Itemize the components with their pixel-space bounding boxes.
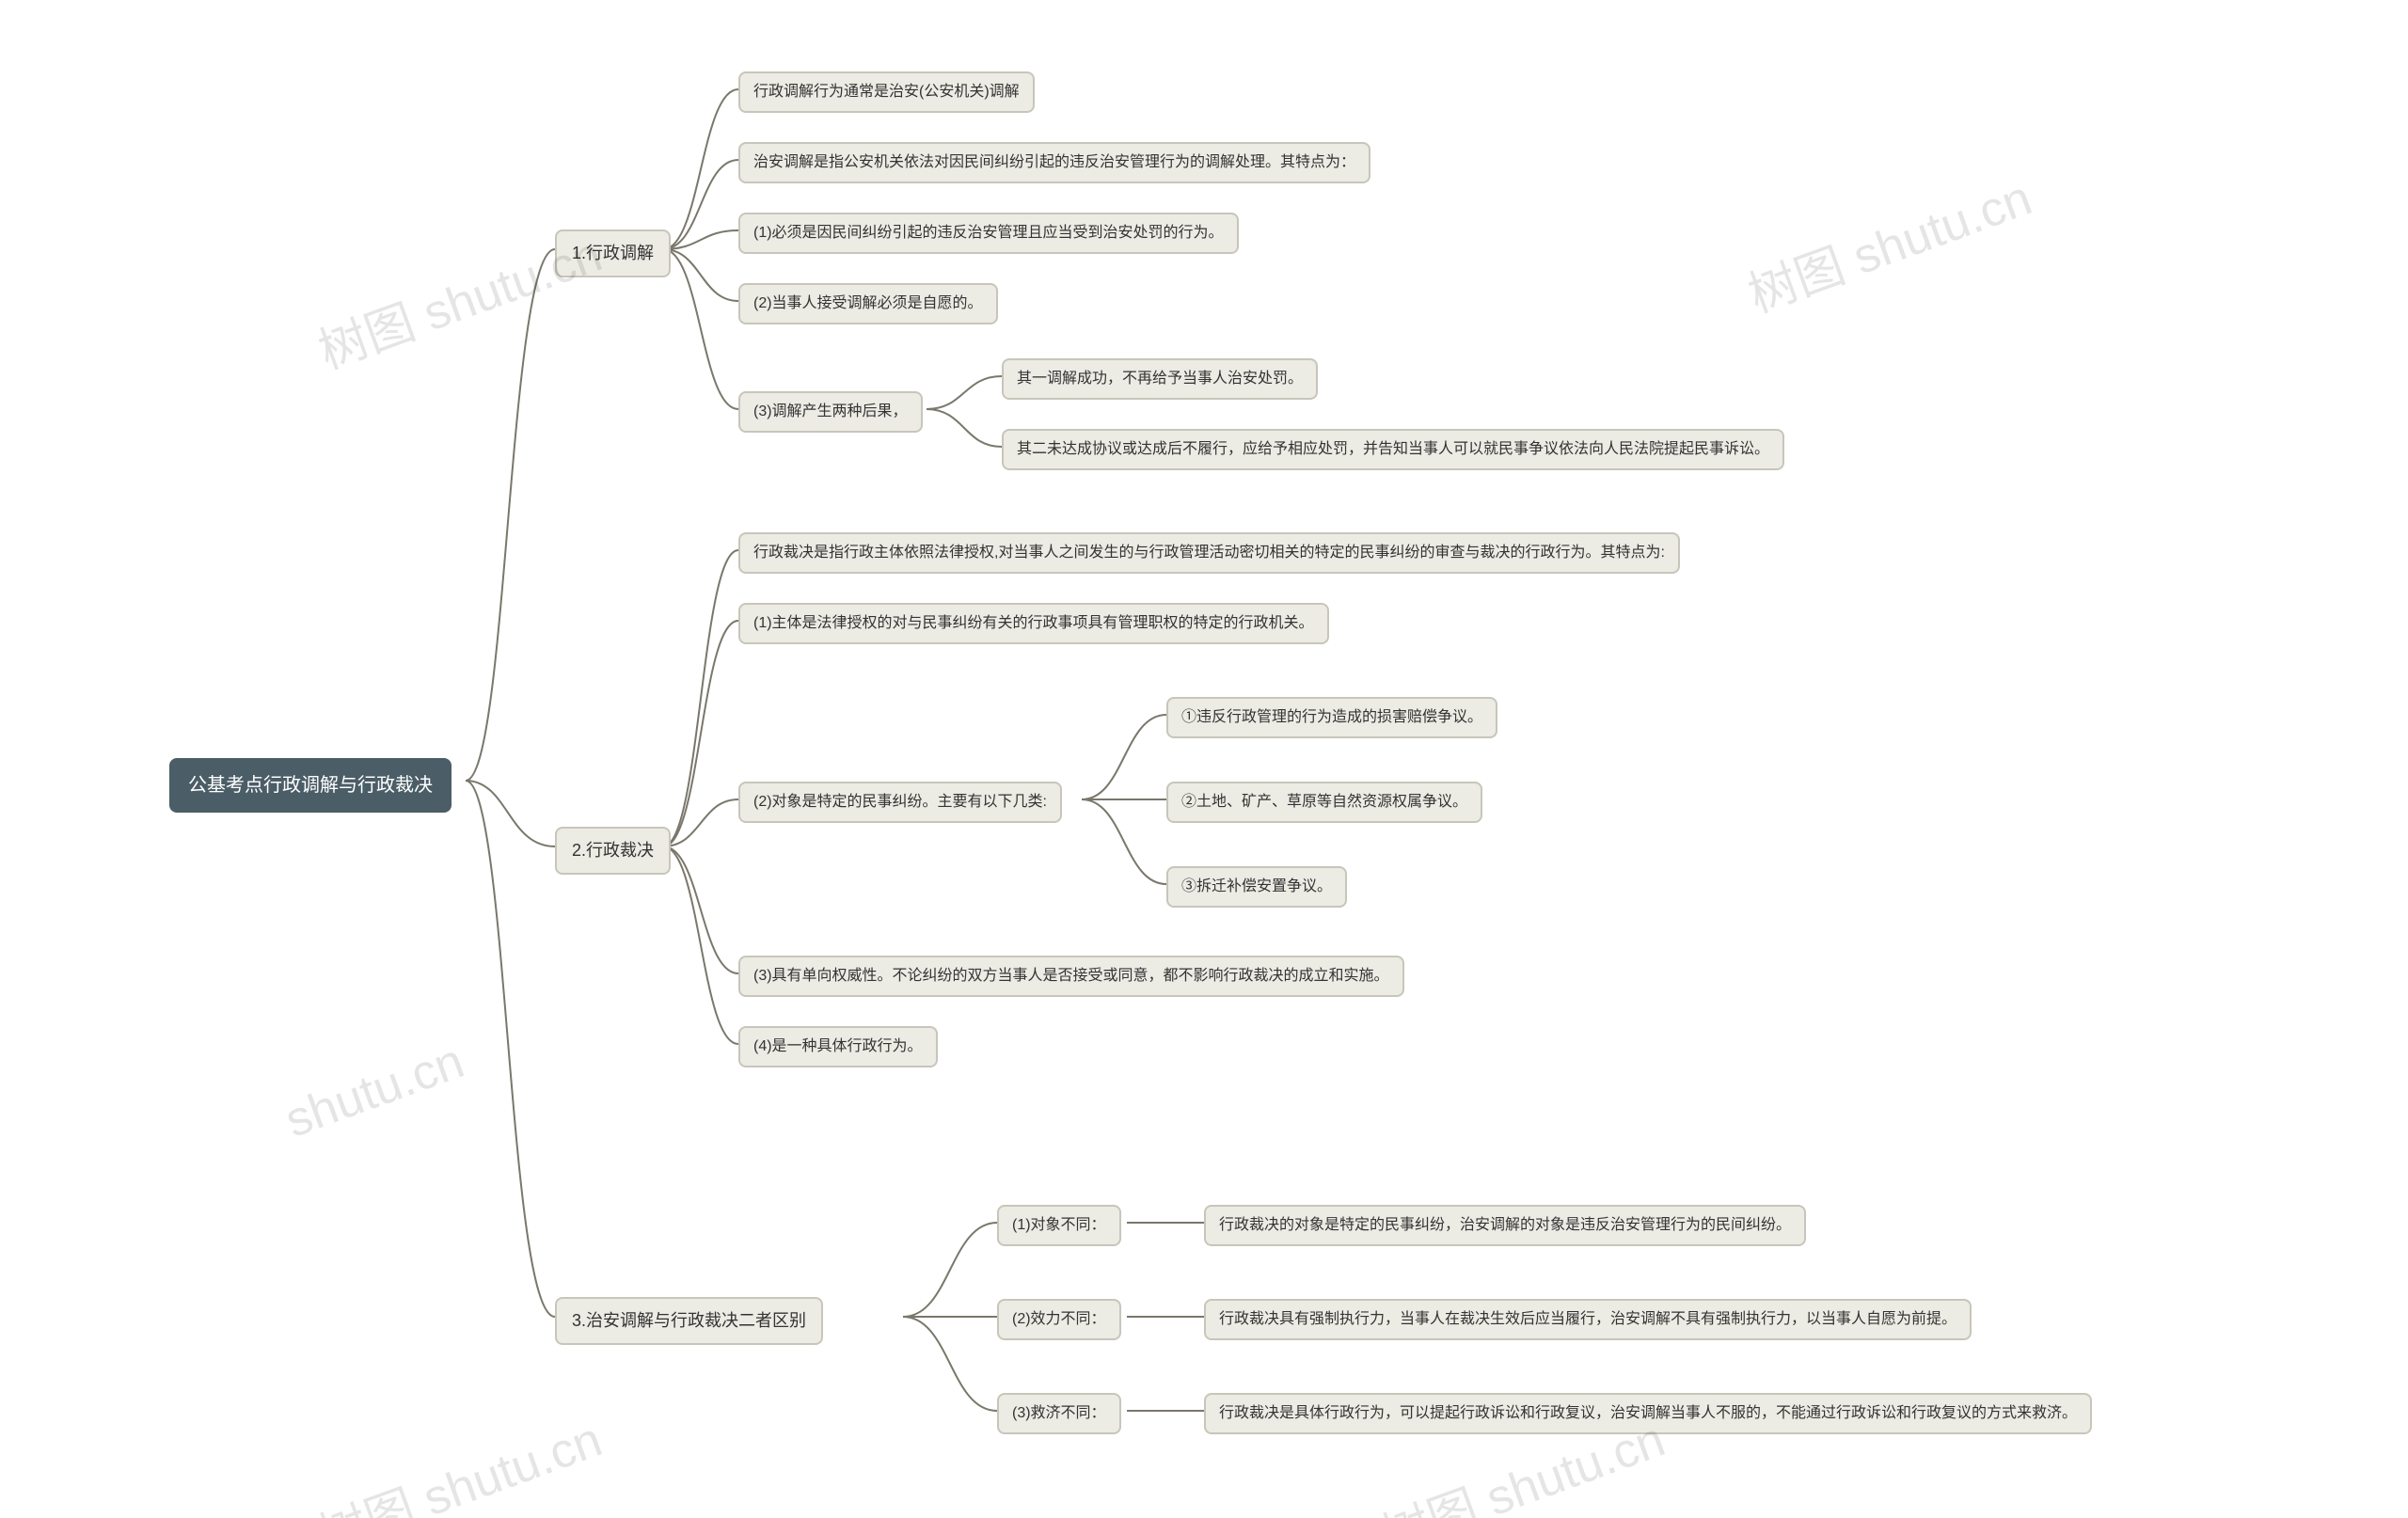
- b1-n2-label: 治安调解是指公安机关依法对因民间纠纷引起的违反治安管理行为的调解处理。其特点为：: [753, 154, 1355, 170]
- b2-n4[interactable]: (3)具有单向权威性。不论纠纷的双方当事人是否接受或同意，都不影响行政裁决的成立…: [738, 956, 1404, 997]
- b1-n5-label: (3)调解产生两种后果，: [753, 403, 908, 419]
- b1-n5a[interactable]: 其一调解成功，不再给予当事人治安处罚。: [1002, 358, 1318, 400]
- b3-n3a[interactable]: 行政裁决是具体行政行为，可以提起行政诉讼和行政复议，治安调解当事人不服的，不能通…: [1204, 1393, 2092, 1434]
- branch-3[interactable]: 3.治安调解与行政裁决二者区别: [555, 1297, 823, 1345]
- b1-n1[interactable]: 行政调解行为通常是治安(公安机关)调解: [738, 71, 1035, 113]
- b2-n3c-label: ③拆迁补偿安置争议。: [1181, 878, 1332, 894]
- b1-n3-label: (1)必须是因民间纠纷引起的违反治安管理且应当受到治安处罚的行为。: [753, 225, 1224, 241]
- branch-1-label: 1.行政调解: [572, 244, 654, 262]
- b1-n5a-label: 其一调解成功，不再给予当事人治安处罚。: [1017, 371, 1303, 387]
- watermark: 树图 shutu.cn: [1737, 158, 2040, 325]
- watermark: shutu.cn: [278, 1033, 471, 1149]
- b1-n3[interactable]: (1)必须是因民间纠纷引起的违反治安管理且应当受到治安处罚的行为。: [738, 213, 1239, 254]
- b2-n3-label: (2)对象是特定的民事纠纷。主要有以下几类:: [753, 794, 1047, 810]
- b2-n5[interactable]: (4)是一种具体行政行为。: [738, 1026, 938, 1067]
- b1-n5b-label: 其二未达成协议或达成后不履行，应给予相应处罚，并告知当事人可以就民事争议依法向人…: [1017, 441, 1769, 457]
- branch-2[interactable]: 2.行政裁决: [555, 827, 671, 875]
- b2-n3b[interactable]: ②土地、矿产、草原等自然资源权属争议。: [1166, 782, 1482, 823]
- b3-n3-label: (3)救济不同：: [1012, 1405, 1106, 1421]
- b2-n3[interactable]: (2)对象是特定的民事纠纷。主要有以下几类:: [738, 782, 1062, 823]
- b2-n1[interactable]: 行政裁决是指行政主体依照法律授权,对当事人之间发生的与行政管理活动密切相关的特定…: [738, 532, 1680, 574]
- b1-n4-label: (2)当事人接受调解必须是自愿的。: [753, 295, 983, 311]
- b1-n1-label: 行政调解行为通常是治安(公安机关)调解: [753, 84, 1020, 100]
- b2-n1-label: 行政裁决是指行政主体依照法律授权,对当事人之间发生的与行政管理活动密切相关的特定…: [753, 545, 1665, 561]
- mindmap-canvas: 公基考点行政调解与行政裁决 1.行政调解 行政调解行为通常是治安(公安机关)调解…: [0, 0, 2408, 1518]
- b2-n2[interactable]: (1)主体是法律授权的对与民事纠纷有关的行政事项具有管理职权的特定的行政机关。: [738, 603, 1329, 644]
- b2-n5-label: (4)是一种具体行政行为。: [753, 1038, 923, 1054]
- branch-2-label: 2.行政裁决: [572, 841, 654, 860]
- b1-n5[interactable]: (3)调解产生两种后果，: [738, 391, 923, 433]
- b2-n3c[interactable]: ③拆迁补偿安置争议。: [1166, 866, 1347, 908]
- b2-n3b-label: ②土地、矿产、草原等自然资源权属争议。: [1181, 794, 1467, 810]
- branch-3-label: 3.治安调解与行政裁决二者区别: [572, 1311, 806, 1330]
- b3-n1-label: (1)对象不同：: [1012, 1217, 1106, 1233]
- root-label: 公基考点行政调解与行政裁决: [188, 775, 433, 796]
- watermark: 树图 shutu.cn: [308, 1399, 610, 1518]
- b3-n2[interactable]: (2)效力不同：: [997, 1299, 1121, 1340]
- branch-1[interactable]: 1.行政调解: [555, 229, 671, 277]
- b1-n4[interactable]: (2)当事人接受调解必须是自愿的。: [738, 283, 998, 324]
- b3-n3[interactable]: (3)救济不同：: [997, 1393, 1121, 1434]
- b2-n2-label: (1)主体是法律授权的对与民事纠纷有关的行政事项具有管理职权的特定的行政机关。: [753, 615, 1314, 631]
- b1-n5b[interactable]: 其二未达成协议或达成后不履行，应给予相应处罚，并告知当事人可以就民事争议依法向人…: [1002, 429, 1784, 470]
- b3-n1[interactable]: (1)对象不同：: [997, 1205, 1121, 1246]
- b3-n1a[interactable]: 行政裁决的对象是特定的民事纠纷，治安调解的对象是违反治安管理行为的民间纠纷。: [1204, 1205, 1806, 1246]
- root-node[interactable]: 公基考点行政调解与行政裁决: [169, 758, 452, 813]
- b3-n2a-label: 行政裁决具有强制执行力，当事人在裁决生效后应当履行，治安调解不具有强制执行力，以…: [1219, 1311, 1956, 1327]
- b3-n2-label: (2)效力不同：: [1012, 1311, 1106, 1327]
- b2-n3a-label: ①违反行政管理的行为造成的损害赔偿争议。: [1181, 709, 1482, 725]
- b1-n2[interactable]: 治安调解是指公安机关依法对因民间纠纷引起的违反治安管理行为的调解处理。其特点为：: [738, 142, 1370, 183]
- b3-n2a[interactable]: 行政裁决具有强制执行力，当事人在裁决生效后应当履行，治安调解不具有强制执行力，以…: [1204, 1299, 1972, 1340]
- b2-n3a[interactable]: ①违反行政管理的行为造成的损害赔偿争议。: [1166, 697, 1497, 738]
- b3-n1a-label: 行政裁决的对象是特定的民事纠纷，治安调解的对象是违反治安管理行为的民间纠纷。: [1219, 1217, 1791, 1233]
- b2-n4-label: (3)具有单向权威性。不论纠纷的双方当事人是否接受或同意，都不影响行政裁决的成立…: [753, 968, 1389, 984]
- b3-n3a-label: 行政裁决是具体行政行为，可以提起行政诉讼和行政复议，治安调解当事人不服的，不能通…: [1219, 1405, 2077, 1421]
